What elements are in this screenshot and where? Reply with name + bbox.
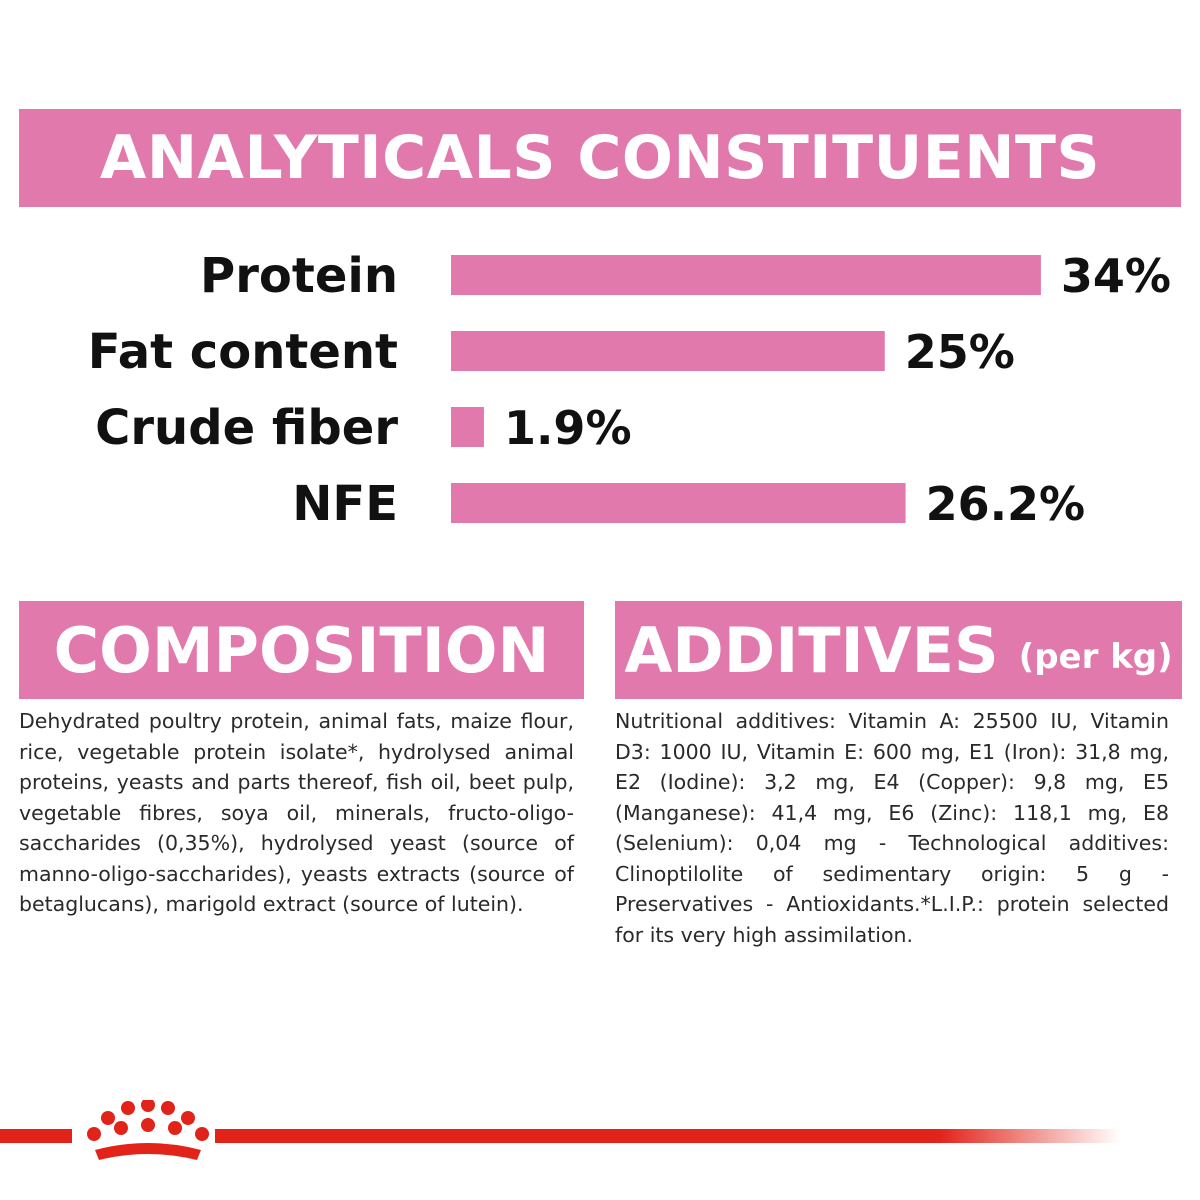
bar-nfe	[451, 483, 906, 523]
additives-banner: ADDITIVES (per kg)	[615, 601, 1182, 699]
bar-protein	[451, 255, 1041, 295]
analytical-constituents-banner: ANALYTICALS CONSTITUENTS	[19, 109, 1181, 207]
additives-text: Nutritional additives: Vitamin A: 25500 …	[615, 709, 1169, 947]
crown-logo-icon	[87, 1100, 209, 1160]
additives-heading: ADDITIVES	[624, 613, 999, 687]
bar-value-nfe: 26.2%	[926, 477, 1086, 531]
bar-label-crude-fiber: Crude fiber	[95, 400, 398, 456]
additives-subheading: (per kg)	[1018, 637, 1173, 677]
footer-line-right	[215, 1129, 1120, 1143]
bar-label-fat-content: Fat content	[88, 324, 398, 380]
bar-value-fat-content: 25%	[905, 325, 1015, 379]
composition-banner: COMPOSITION	[19, 601, 584, 699]
bar-crude-fiber	[451, 407, 484, 447]
bar-label-protein: Protein	[200, 248, 398, 304]
bar-label-nfe: NFE	[292, 476, 398, 532]
composition-heading: COMPOSITION	[53, 613, 550, 687]
constituents-bar-chart: Protein 34% Fat content 25% Crude fiber 1.9% N…	[88, 248, 1171, 532]
footer-brand-strip	[0, 1100, 1120, 1160]
bar-fat-content	[451, 331, 885, 371]
page-title: ANALYTICALS CONSTITUENTS	[99, 123, 1101, 193]
footer-line-left	[0, 1129, 72, 1143]
bar-value-protein: 34%	[1061, 249, 1171, 303]
composition-text: Dehydrated poultry protein, animal fats,…	[19, 709, 574, 916]
bar-value-crude-fiber: 1.9%	[504, 401, 632, 455]
